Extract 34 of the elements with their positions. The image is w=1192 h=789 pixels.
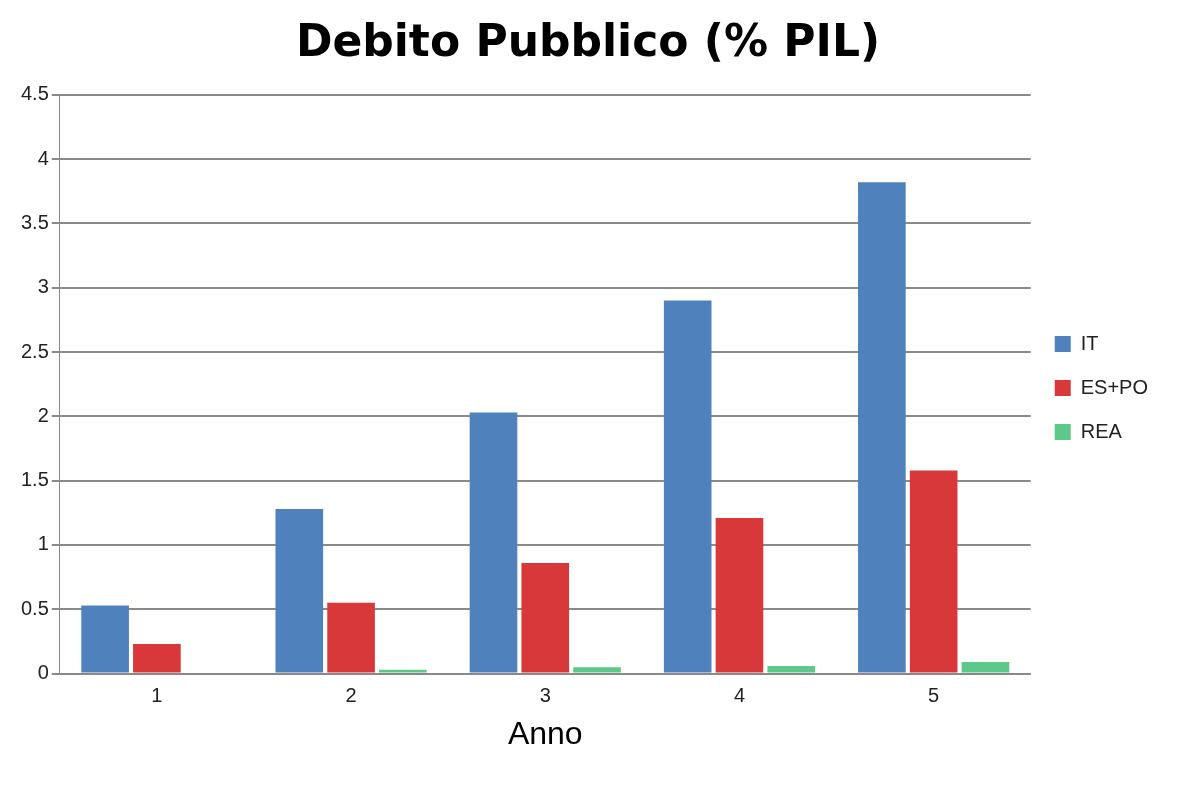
x-tick-label: 3	[539, 684, 551, 707]
x-tick-label: 4	[733, 684, 746, 707]
legend-label: IT	[1080, 331, 1099, 354]
y-tick-label: 2	[37, 403, 49, 426]
x-tick-label: 5	[928, 684, 940, 707]
bar	[469, 412, 518, 673]
y-tick-label: 0.5	[20, 596, 49, 619]
bar	[521, 562, 570, 673]
bar	[663, 300, 712, 673]
bar	[961, 662, 1010, 673]
y-tick-label: 3.5	[20, 210, 49, 233]
legend-label: REA	[1080, 419, 1123, 442]
bar	[715, 517, 764, 673]
y-tick-label: 3	[37, 275, 49, 298]
y-tick-label: 0	[37, 661, 49, 684]
x-axis-title: Anno	[507, 714, 583, 751]
bar	[81, 605, 129, 673]
y-tick-label: 1	[37, 532, 49, 555]
bar	[133, 644, 181, 673]
bar	[327, 602, 375, 673]
y-tick-label: 4	[37, 146, 49, 169]
bar	[858, 182, 906, 673]
y-tick-label: 2.5	[20, 339, 49, 362]
bar	[275, 508, 324, 673]
legend-label: ES+PO	[1080, 375, 1149, 398]
x-tick-label: 1	[151, 684, 163, 707]
x-tick-label: 2	[345, 684, 357, 707]
bar	[573, 667, 621, 673]
y-tick-label: 4.5	[20, 82, 49, 105]
bar	[767, 665, 816, 673]
chart-title: Debito Pubblico (% PIL)	[295, 14, 881, 66]
bar	[909, 470, 958, 673]
bar	[379, 669, 427, 673]
y-tick-label: 1.5	[20, 468, 49, 491]
